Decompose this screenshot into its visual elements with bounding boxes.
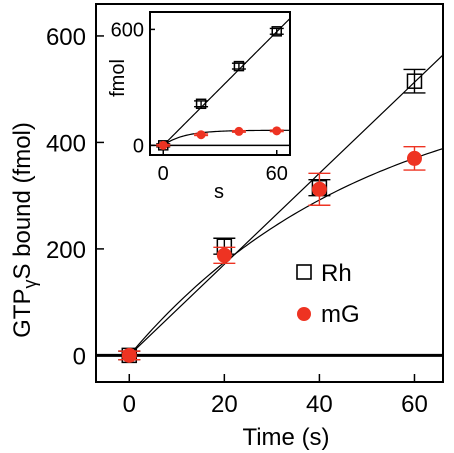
legend-marker-mg (297, 307, 311, 321)
main-point-mg (121, 347, 137, 363)
main-point-mg (406, 150, 422, 166)
main-y-tick-label: 0 (73, 343, 86, 370)
main-point-rh (406, 73, 423, 89)
inset-y-tick-label: 0 (133, 135, 144, 157)
main-point-mg (311, 181, 327, 197)
main-x-tick-label: 0 (123, 391, 136, 418)
main-fit-rh (128, 54, 443, 356)
inset-background (150, 12, 290, 155)
legend: Rh mG (296, 260, 360, 328)
main-y-tick-label: 200 (46, 237, 86, 264)
main-x-tick-label: 40 (306, 391, 333, 418)
main-point-mg (216, 247, 232, 263)
legend-marker-rh (296, 264, 312, 280)
main-x-tick-label: 20 (211, 391, 238, 418)
y-axis-title-part-sub: γ (20, 280, 40, 289)
inset-point-mg (234, 126, 244, 136)
inset-y-axis-title: fmol (107, 59, 129, 97)
inset-point-rh (233, 60, 245, 72)
y-axis-title-part-after: S bound (fmol) (9, 122, 36, 279)
legend-label-rh: Rh (321, 260, 352, 287)
main-frame (95, 3, 444, 383)
main-x-tick-label: 60 (401, 391, 428, 418)
inset-point-mg (158, 140, 168, 150)
main-y-tick-label: 400 (46, 130, 86, 157)
inset-x-tick-label: 0 (158, 163, 169, 185)
inset-fit-mg (162, 129, 290, 146)
legend-label-mg: mG (321, 301, 360, 328)
main-y-axis-title: GTPγS bound (fmol) (9, 122, 40, 338)
y-axis-title-part-before: GTP (9, 289, 36, 338)
inset-point-rh (195, 98, 207, 110)
inset-y-tick-label: 600 (111, 19, 144, 41)
main-x-axis-title: Time (s) (242, 424, 329, 451)
inset-x-axis-title: s (214, 181, 224, 203)
inset-point-rh (271, 26, 283, 37)
inset-x-tick-label: 60 (266, 163, 288, 185)
inset-fit-rh (162, 18, 290, 146)
inset-frame (149, 11, 291, 156)
inset-point-mg (272, 126, 282, 136)
main-fit-mg (128, 148, 443, 356)
inset-point-mg (196, 130, 206, 140)
main-y-tick-label: 600 (46, 24, 86, 51)
